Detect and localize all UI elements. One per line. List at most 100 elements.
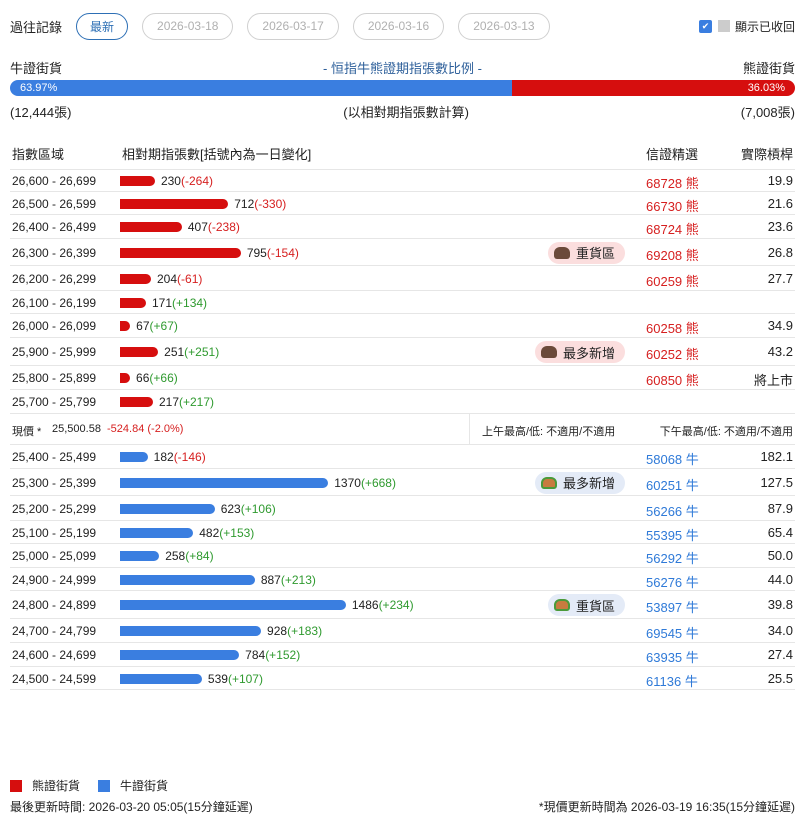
warrant-code[interactable]: 68724 (646, 222, 683, 237)
badge-label: 重貨區 (575, 246, 615, 261)
qty-change: (-330) (254, 196, 287, 211)
ratio-bar: 63.97% 36.03% (10, 80, 795, 96)
qty-value: 795(-154) (247, 246, 299, 260)
selected-warrant-link[interactable]: 60251 牛 (646, 475, 699, 494)
warrant-code[interactable]: 56276 (646, 574, 683, 590)
warrant-code[interactable]: 60252 (646, 347, 683, 362)
selected-warrant-link[interactable]: 60850 熊 (646, 370, 699, 389)
warrant-type: 牛 (685, 503, 699, 519)
table-row: 24,800 - 24,899 1486(+234) 重貨區 53897 牛 39.8 (10, 591, 795, 619)
selected-warrant-link[interactable]: 56276 牛 (646, 572, 699, 591)
table-row: 26,200 - 26,299 204(-61) 60259 熊 27.7 (10, 266, 795, 291)
qty-change: (-146) (173, 450, 206, 464)
history-label: 過往記錄 (10, 19, 63, 35)
header-qty: 相對期指張數[括號內為一日變化] (122, 147, 312, 162)
index-range: 26,200 - 26,299 (12, 271, 97, 286)
bear-legend-swatch (10, 779, 22, 792)
table-row: 25,400 - 25,499 182(-146) 58068 牛 182.1 (10, 445, 795, 469)
warrant-type: 熊 (685, 273, 699, 289)
qty-value: 217(+217) (159, 395, 214, 409)
warrant-code[interactable]: 58068 (646, 452, 683, 467)
selected-warrant-link[interactable]: 60258 熊 (646, 318, 699, 337)
selected-warrant-link[interactable]: 61136 牛 (646, 671, 698, 690)
warrant-code[interactable]: 69208 (646, 247, 683, 263)
table-row: 24,900 - 24,999 887(+213) 56276 牛 44.0 (10, 568, 795, 591)
selected-warrant-link[interactable]: 58068 牛 (646, 449, 699, 468)
selected-warrant-link[interactable]: 69208 熊 (646, 245, 699, 264)
warrant-code[interactable]: 63935 (646, 650, 683, 665)
tab-date[interactable]: 2026-03-17 (247, 12, 339, 40)
warrant-code[interactable]: 56292 (646, 551, 683, 566)
qty-value: 182(-146) (154, 450, 206, 464)
table-row: 24,700 - 24,799 928(+183) 69545 牛 34.0 (10, 619, 795, 643)
selected-warrant-link[interactable]: 69545 牛 (646, 623, 699, 642)
bull-qty-bar (120, 673, 202, 684)
qty-value: 539(+107) (208, 672, 263, 686)
warrant-code[interactable]: 56266 (646, 503, 683, 519)
bear-ratio-fill: 36.03% (512, 80, 795, 96)
bull-qty-bar (120, 503, 215, 514)
qty-change: (-238) (207, 220, 240, 234)
tab-date[interactable]: 2026-03-16 (352, 12, 445, 40)
warrant-type: 熊 (685, 321, 699, 336)
table-header: 指數區域 相對期指張數[括號內為一日變化] 信證精選 實際槓桿 (10, 144, 795, 170)
index-range: 26,100 - 26,199 (12, 295, 97, 310)
index-range: 24,800 - 24,899 (12, 598, 97, 612)
warrant-type: 牛 (685, 650, 699, 665)
warrant-code[interactable]: 55395 (646, 527, 683, 543)
checkbox-checked-icon[interactable]: ✔ (698, 19, 712, 33)
bear-qty-bar (120, 198, 229, 209)
selected-warrant-link[interactable]: 68724 熊 (646, 219, 699, 238)
badge: 最多新增 (534, 341, 625, 363)
qty-number: 482 (199, 525, 220, 540)
selected-warrant-link[interactable]: 56292 牛 (646, 548, 699, 567)
qty-value: 1370(+668) (334, 476, 396, 490)
ratio-note: (以相對期指張數計算) (343, 105, 469, 120)
warrant-code[interactable]: 60258 (646, 321, 683, 336)
warrant-type: 熊 (685, 247, 699, 263)
selected-warrant-link[interactable]: 53897 牛 (646, 597, 699, 616)
bull-qty-bar (120, 452, 148, 462)
badge-label: 最多新增 (562, 345, 615, 361)
warrant-type: 牛 (685, 574, 699, 590)
current-change: -524.84 (-2.0%) (107, 423, 184, 435)
tab-date[interactable]: 2026-03-18 (142, 12, 234, 40)
qty-value: 623(+106) (221, 502, 276, 516)
bear-mascot-icon (553, 246, 570, 259)
selected-warrant-link[interactable]: 56266 牛 (646, 501, 699, 520)
warrant-code[interactable]: 68728 (646, 176, 683, 191)
selected-warrant-link[interactable]: 66730 熊 (646, 196, 699, 215)
qty-value: 1486(+234) (352, 598, 414, 612)
warrant-code[interactable]: 61136 (646, 673, 682, 689)
qty-change: (+213) (280, 572, 316, 587)
selected-warrant-link[interactable]: 60252 熊 (646, 344, 699, 363)
warrant-code[interactable]: 60259 (646, 273, 683, 289)
leverage-value: 27.4 (767, 647, 793, 662)
warrant-code[interactable]: 69545 (646, 626, 683, 641)
warrant-code[interactable]: 60251 (646, 477, 683, 493)
tab-date[interactable]: 2026-03-13 (458, 12, 550, 40)
divider (469, 414, 470, 444)
qty-number: 1370 (334, 475, 361, 490)
table-row: 25,200 - 25,299 623(+106) 56266 牛 87.9 (10, 496, 795, 521)
show-collected-toggle[interactable]: ✔ 顯示已收回 (698, 18, 795, 35)
bear-label: 熊證街貨 (742, 61, 795, 76)
leverage-value: 將上市 (753, 373, 793, 388)
ratio-title: - 恒指牛熊證期指張數比例 - (323, 61, 482, 76)
selected-warrant-link[interactable]: 55395 牛 (646, 525, 699, 544)
leverage-value: 182.1 (760, 449, 793, 464)
tab-latest[interactable]: 最新 (76, 12, 129, 40)
table-row: 26,600 - 26,699 230(-264) 68728 熊 19.9 (10, 170, 795, 192)
qty-number: 407 (187, 220, 208, 234)
badge: 最多新增 (534, 471, 625, 494)
warrant-code[interactable]: 60850 (646, 373, 683, 388)
leverage-value: 26.8 (767, 244, 793, 260)
warrant-code[interactable]: 53897 (646, 600, 683, 615)
qty-change: (+668) (360, 475, 396, 490)
selected-warrant-link[interactable]: 68728 熊 (646, 173, 699, 192)
qty-value: 887(+213) (261, 573, 316, 587)
warrant-code[interactable]: 66730 (646, 198, 683, 214)
bear-qty-bar (120, 176, 155, 186)
selected-warrant-link[interactable]: 60259 熊 (646, 271, 699, 290)
selected-warrant-link[interactable]: 63935 牛 (646, 647, 699, 666)
